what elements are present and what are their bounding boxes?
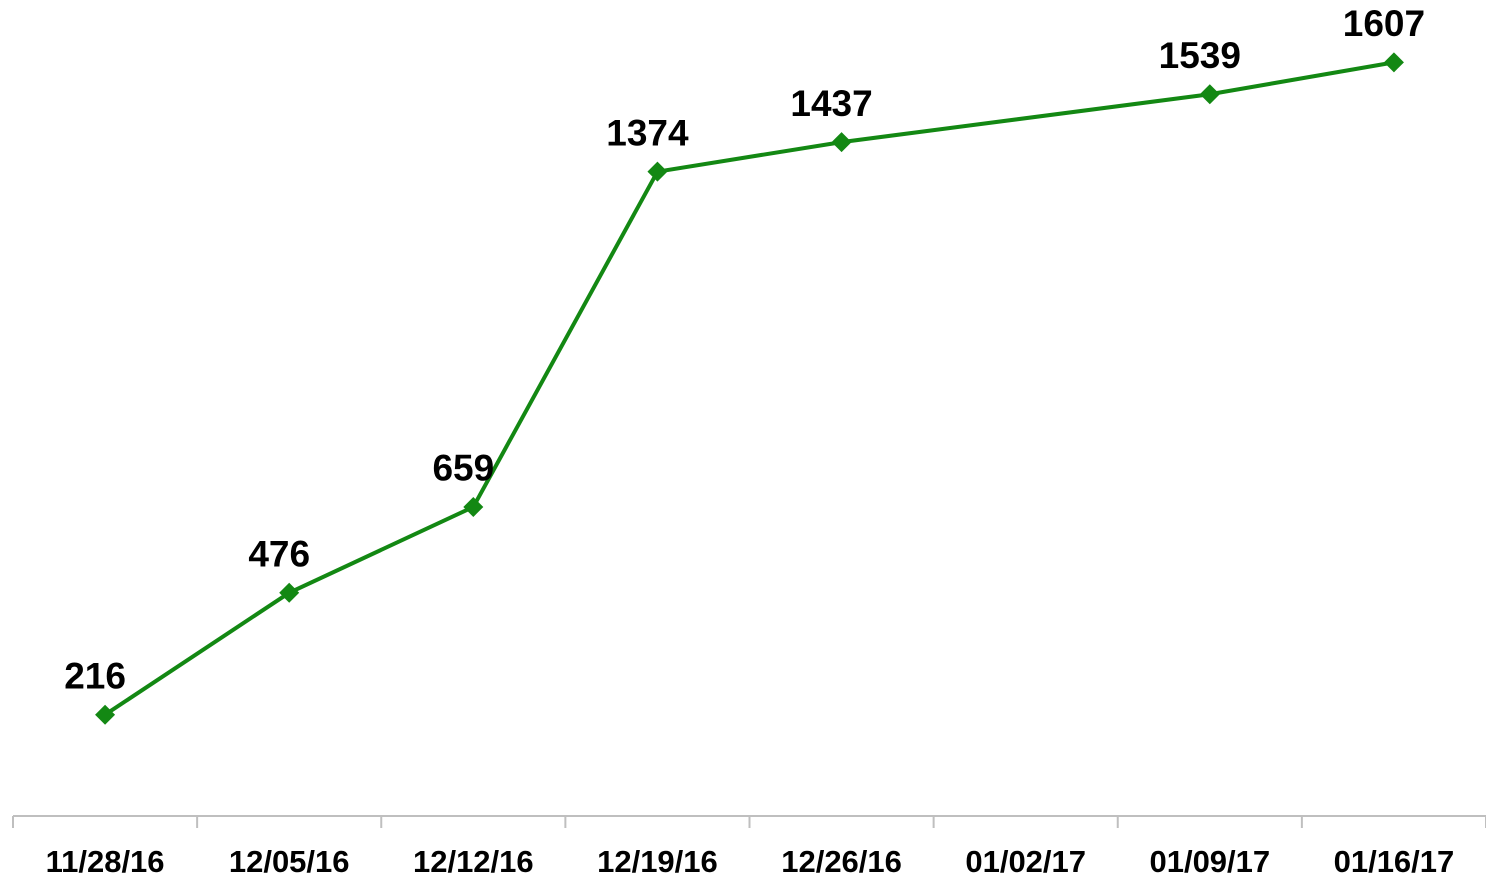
x-tick-label: 12/05/16: [229, 844, 350, 879]
data-label: 1437: [790, 83, 872, 124]
data-label: 216: [64, 655, 126, 696]
line: [103, 60, 1395, 717]
marker: [1383, 52, 1404, 73]
x-tick-label: 12/12/16: [413, 844, 534, 879]
x-tick-label: 11/28/16: [46, 844, 165, 879]
data-label: 1539: [1159, 35, 1241, 76]
marker: [95, 704, 116, 725]
marker: [647, 161, 668, 182]
x-tick-label: 12/26/16: [781, 844, 902, 879]
marker: [1199, 84, 1220, 105]
marker: [831, 132, 852, 153]
x-tick-label: 01/16/17: [1334, 844, 1455, 879]
data-label: 1607: [1343, 3, 1425, 44]
data-label: 476: [248, 534, 310, 575]
x-tick-label: 01/09/17: [1149, 844, 1270, 879]
data-label: 1374: [606, 112, 689, 153]
marker: [279, 582, 300, 603]
x-tick-label: 12/19/16: [597, 844, 718, 879]
data-label: 659: [432, 448, 494, 489]
x-tick-label: 01/02/17: [965, 844, 1086, 879]
marker: [463, 496, 484, 517]
